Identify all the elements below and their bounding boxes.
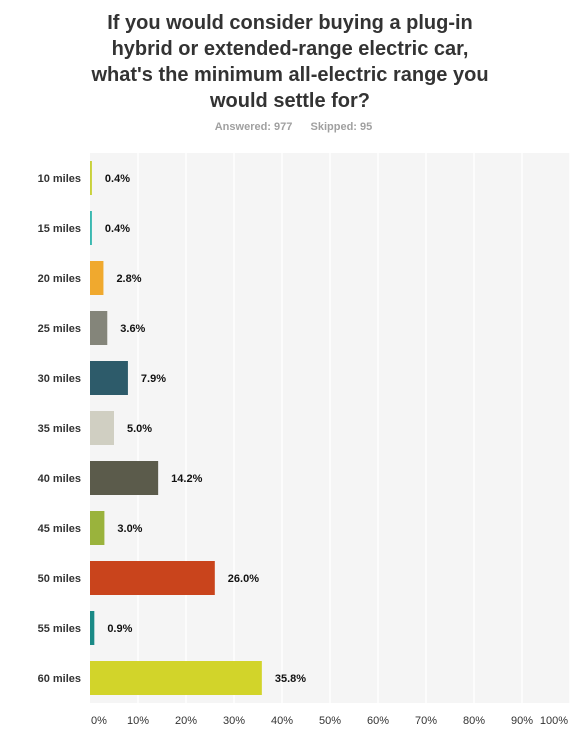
- bar: [90, 311, 108, 345]
- value-label: 5.0%: [127, 423, 152, 435]
- value-label: 0.4%: [105, 223, 130, 235]
- skipped-count: Skipped: 95: [310, 121, 373, 133]
- value-label: 0.9%: [107, 623, 132, 635]
- category-label: 30 miles: [38, 373, 81, 385]
- value-label: 14.2%: [171, 473, 202, 485]
- value-label: 26.0%: [228, 573, 259, 585]
- title-line: what's the minimum all-electric range yo…: [91, 64, 489, 86]
- category-label: 10 miles: [38, 173, 81, 185]
- bars: [90, 161, 262, 695]
- bar: [90, 561, 215, 595]
- category-label: 40 miles: [38, 473, 81, 485]
- bar: [90, 461, 159, 495]
- title-line: would settle for?: [210, 90, 370, 112]
- x-tick-label: 0%: [91, 715, 107, 727]
- value-label: 3.6%: [120, 323, 145, 335]
- x-tick-label: 80%: [463, 715, 485, 727]
- value-label: 3.0%: [117, 523, 142, 535]
- labels: 10 miles 0.4% 15 miles 0.4% 20 miles 2.8% 25 m…: [38, 173, 307, 685]
- response-stats: Answered: 977 Skipped: 95: [0, 121, 587, 133]
- category-label: 60 miles: [38, 673, 81, 685]
- category-label: 25 miles: [38, 323, 81, 335]
- category-label: 50 miles: [38, 573, 81, 585]
- category-label: 45 miles: [38, 523, 81, 535]
- x-tick-label: 20%: [175, 715, 197, 727]
- bar: [90, 661, 262, 695]
- x-tick-label: 70%: [415, 715, 437, 727]
- bar: [90, 161, 92, 195]
- category-label: 55 miles: [38, 623, 81, 635]
- x-tick-label: 50%: [319, 715, 341, 727]
- category-label: 35 miles: [38, 423, 81, 435]
- bar: [90, 361, 128, 395]
- x-tick-label: 30%: [223, 715, 245, 727]
- x-axis-ticks: 0% 10% 20% 30% 40% 50% 60% 70% 80% 90% 100%: [91, 715, 568, 727]
- title-line: If you would consider buying a plug-in: [107, 12, 473, 34]
- title-line: hybrid or extended-range electric car,: [111, 38, 469, 60]
- value-label: 7.9%: [141, 373, 166, 385]
- x-tick-label: 90%: [511, 715, 533, 727]
- bar: [90, 211, 92, 245]
- bar: [90, 511, 105, 545]
- value-label: 0.4%: [105, 173, 130, 185]
- grid-lines: [137, 153, 571, 703]
- x-tick-label: 60%: [367, 715, 389, 727]
- value-label: 35.8%: [275, 673, 306, 685]
- x-tick-label: 100%: [540, 715, 568, 727]
- bar: [90, 611, 95, 645]
- x-tick-label: 10%: [127, 715, 149, 727]
- answered-count: Answered: 977: [214, 121, 293, 133]
- chart-title: If you would consider buying a plug-in h…: [40, 10, 540, 114]
- bar: [90, 411, 114, 445]
- x-tick-label: 40%: [271, 715, 293, 727]
- category-label: 15 miles: [38, 223, 81, 235]
- category-label: 20 miles: [38, 273, 81, 285]
- bar: [90, 261, 104, 295]
- value-label: 2.8%: [116, 273, 141, 285]
